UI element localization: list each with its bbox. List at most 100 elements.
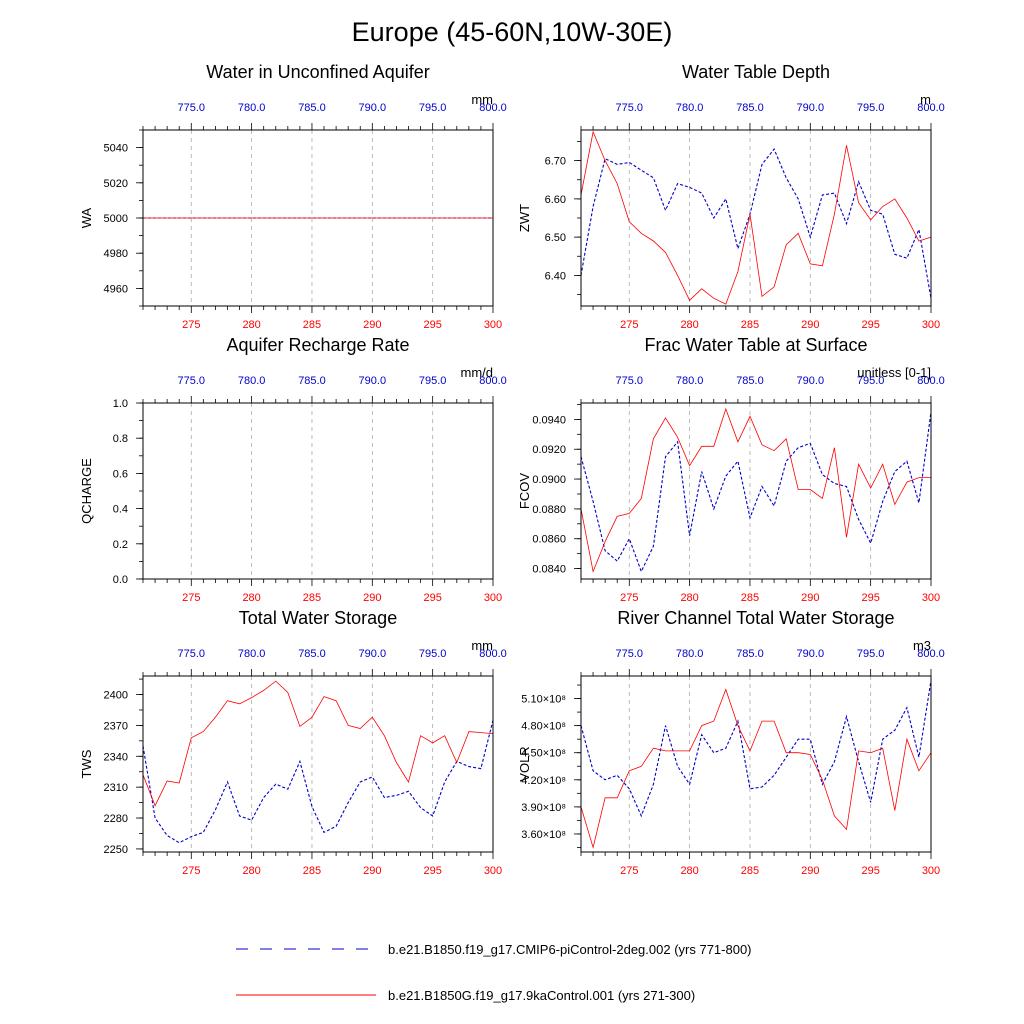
series-line-case2: [142, 680, 494, 807]
y-tick-label: 0.0880: [532, 504, 566, 516]
panel-zwt: Water Table Depth m ZWT 275 280 285 290 295 300 7…: [517, 62, 945, 331]
y-tick-label: 6.70: [545, 156, 566, 168]
x-tick-label: 285: [741, 319, 759, 331]
x-tick-label: 295: [861, 865, 879, 877]
units-label: mm: [471, 92, 493, 107]
panel-volr: River Channel Total Water Storage m3 VOLR 2…: [517, 608, 945, 877]
top-tick-label: 785.0: [736, 102, 764, 114]
y-tick-label: 0.0860: [532, 534, 566, 546]
panel-title: Total Water Storage: [239, 608, 397, 628]
x-tick-label: 280: [242, 865, 260, 877]
panel-wa: Water in Unconfined Aquifer mm WA 275 280 285…: [79, 62, 507, 331]
y-tick-label: 0.8: [113, 433, 128, 445]
top-tick-label: 785.0: [736, 648, 764, 660]
series-line-case1: [580, 148, 932, 299]
legend-label-case1: b.e21.B1850.f19_g17.CMIP6-piControl-2deg…: [388, 942, 752, 957]
units-label: mm: [471, 638, 493, 653]
panel-tws: Total Water Storage mm TWS 275 280 285 290 295 3…: [79, 608, 507, 877]
x-tick-label: 275: [620, 592, 638, 604]
top-tick-label: 780.0: [676, 102, 704, 114]
top-tick-label: 795.0: [419, 102, 447, 114]
y-tick-label: 5000: [104, 213, 128, 225]
x-tick-label: 275: [620, 319, 638, 331]
legend: b.e21.B1850.f19_g17.CMIP6-piControl-2deg…: [236, 942, 752, 1003]
panel-title: Water Table Depth: [682, 62, 830, 82]
y-tick-label: 6.50: [545, 232, 566, 244]
y-tick-label: 0.0900: [532, 474, 566, 486]
figure-title: Europe (45-60N,10W-30E): [352, 17, 673, 47]
x-tick-label: 280: [680, 319, 698, 331]
plot-frame: [142, 402, 494, 580]
x-tick-label: 290: [363, 592, 381, 604]
units-label: mm/d: [461, 365, 494, 380]
top-tick-label: 800.0: [479, 375, 507, 387]
top-tick-label: 790.0: [359, 375, 387, 387]
y-tick-label: 0.0920: [532, 444, 566, 456]
series-line-case1: [580, 411, 932, 573]
x-tick-label: 300: [922, 319, 940, 331]
units-label: m: [920, 92, 931, 107]
y-tick-label: 2250: [104, 844, 128, 856]
x-tick-label: 285: [741, 592, 759, 604]
y-tick-label: 4.20×10⁸: [521, 775, 566, 787]
y-tick-label: 2310: [104, 782, 128, 794]
x-tick-label: 295: [861, 592, 879, 604]
y-tick-label: 2400: [104, 690, 128, 702]
series-line-case1: [580, 680, 932, 818]
x-tick-label: 290: [363, 319, 381, 331]
top-tick-label: 790.0: [797, 648, 825, 660]
x-tick-label: 295: [861, 319, 879, 331]
y-tick-label: 0.0: [113, 574, 128, 586]
y-axis-label: WA: [79, 207, 94, 228]
top-tick-label: 780.0: [238, 375, 266, 387]
x-tick-label: 290: [801, 592, 819, 604]
top-tick-label: 775.0: [616, 102, 644, 114]
top-tick-label: 780.0: [676, 375, 704, 387]
x-tick-label: 290: [801, 319, 819, 331]
y-tick-label: 2280: [104, 813, 128, 825]
x-tick-label: 280: [680, 865, 698, 877]
y-tick-label: 0.0840: [532, 564, 566, 576]
x-tick-label: 285: [303, 592, 321, 604]
y-tick-label: 5040: [104, 143, 128, 155]
top-tick-label: 775.0: [616, 375, 644, 387]
x-tick-label: 295: [423, 319, 441, 331]
y-tick-label: 2340: [104, 751, 128, 763]
x-tick-label: 275: [182, 319, 200, 331]
top-tick-label: 795.0: [857, 375, 885, 387]
top-tick-label: 785.0: [298, 648, 326, 660]
panel-title: Aquifer Recharge Rate: [226, 335, 409, 355]
top-tick-label: 790.0: [797, 102, 825, 114]
plot-frame: [580, 402, 932, 580]
y-tick-label: 6.60: [545, 194, 566, 206]
y-tick-label: 4980: [104, 248, 128, 260]
x-tick-label: 300: [484, 592, 502, 604]
y-tick-label: 0.4: [113, 504, 128, 516]
top-tick-label: 775.0: [178, 648, 206, 660]
panel-title: Frac Water Table at Surface: [644, 335, 867, 355]
x-tick-label: 300: [922, 592, 940, 604]
series-line-case2: [580, 407, 931, 573]
y-axis-label: VOLR: [517, 746, 532, 781]
x-tick-label: 295: [423, 592, 441, 604]
y-axis-label: QCHARGE: [79, 458, 94, 524]
top-tick-label: 790.0: [359, 102, 387, 114]
x-tick-label: 280: [242, 592, 260, 604]
top-tick-label: 785.0: [736, 375, 764, 387]
plot-frame: [580, 675, 932, 853]
y-tick-label: 2370: [104, 720, 128, 732]
y-axis-label: TWS: [79, 749, 94, 778]
panel-fcov: Frac Water Table at Surface unitless [0-1…: [517, 335, 945, 604]
top-tick-label: 795.0: [419, 648, 447, 660]
x-tick-label: 295: [423, 865, 441, 877]
x-tick-label: 300: [484, 319, 502, 331]
y-tick-label: 3.60×10⁸: [521, 829, 566, 841]
y-tick-label: 5.10×10⁸: [521, 694, 566, 706]
x-tick-label: 280: [680, 592, 698, 604]
top-tick-label: 800.0: [479, 648, 507, 660]
units-label: unitless [0-1]: [857, 365, 931, 380]
top-tick-label: 775.0: [178, 102, 206, 114]
top-tick-label: 795.0: [857, 648, 885, 660]
top-tick-label: 795.0: [419, 375, 447, 387]
